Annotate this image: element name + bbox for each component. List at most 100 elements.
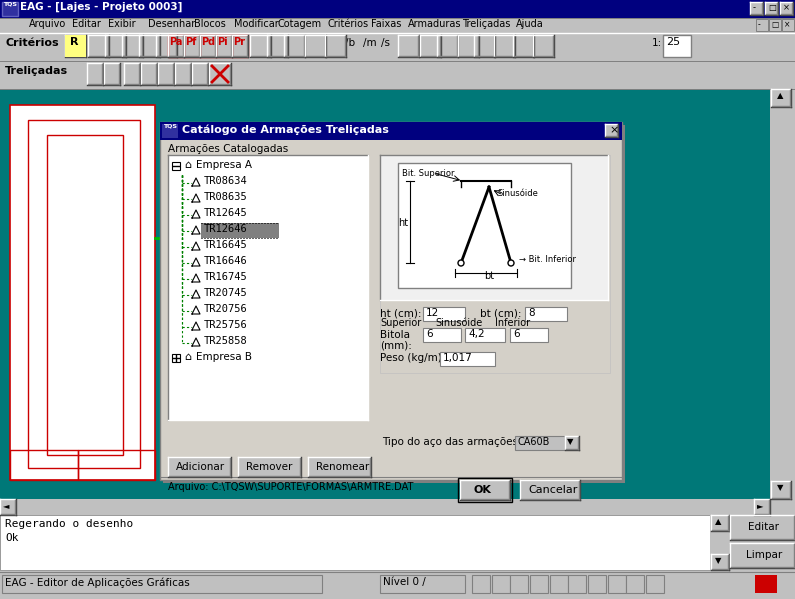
Bar bbox=[474, 35, 495, 57]
Text: Exibir: Exibir bbox=[108, 19, 136, 29]
Bar bbox=[710, 515, 730, 570]
Text: Superior: Superior bbox=[380, 318, 421, 328]
Text: Ajuda: Ajuda bbox=[516, 19, 544, 29]
Bar bbox=[104, 63, 120, 85]
Text: EAG - [Lajes - Projeto 0003]: EAG - [Lajes - Projeto 0003] bbox=[20, 2, 182, 12]
Text: /b: /b bbox=[345, 38, 355, 48]
Text: Bitola: Bitola bbox=[380, 330, 410, 340]
Bar bbox=[284, 35, 305, 57]
Text: Limpar: Limpar bbox=[746, 550, 782, 560]
Text: Treliçadas: Treliçadas bbox=[462, 19, 510, 29]
Text: R: R bbox=[70, 37, 79, 47]
Bar bbox=[711, 515, 729, 531]
Text: Empresa B: Empresa B bbox=[196, 352, 252, 362]
Text: TQS: TQS bbox=[163, 124, 177, 129]
Bar bbox=[0, 499, 770, 515]
Bar bbox=[750, 2, 763, 15]
Bar bbox=[325, 35, 346, 57]
Text: /m: /m bbox=[363, 38, 377, 48]
Polygon shape bbox=[192, 210, 200, 218]
Bar bbox=[250, 35, 271, 57]
Text: Desenhar: Desenhar bbox=[148, 19, 196, 29]
Polygon shape bbox=[192, 242, 200, 250]
Text: Remover: Remover bbox=[246, 462, 293, 472]
Text: -: - bbox=[753, 3, 756, 12]
Text: ×: × bbox=[783, 3, 790, 12]
Text: 1:: 1: bbox=[652, 38, 662, 48]
Bar bbox=[440, 352, 495, 366]
Bar bbox=[2, 575, 322, 593]
Text: 12: 12 bbox=[426, 308, 440, 318]
Bar bbox=[765, 2, 778, 15]
Bar bbox=[124, 63, 140, 85]
Bar bbox=[730, 543, 795, 568]
Text: 4,2: 4,2 bbox=[468, 329, 485, 339]
Bar bbox=[530, 575, 548, 593]
Bar bbox=[192, 63, 208, 85]
Bar bbox=[492, 575, 510, 593]
Bar bbox=[0, 0, 795, 18]
Bar bbox=[216, 35, 232, 57]
Bar bbox=[423, 328, 461, 342]
Bar bbox=[380, 575, 465, 593]
Text: Pa: Pa bbox=[169, 37, 182, 47]
Bar bbox=[782, 19, 794, 31]
Polygon shape bbox=[192, 258, 200, 266]
Bar bbox=[168, 457, 231, 477]
Bar bbox=[168, 35, 184, 57]
Polygon shape bbox=[192, 194, 200, 202]
Bar bbox=[10, 105, 155, 480]
Bar bbox=[308, 457, 371, 477]
Bar bbox=[216, 35, 232, 57]
Bar bbox=[769, 19, 781, 31]
Text: Editar: Editar bbox=[748, 522, 779, 532]
Text: Pi: Pi bbox=[217, 37, 227, 47]
Bar bbox=[770, 89, 795, 499]
Text: TR16646: TR16646 bbox=[204, 256, 248, 266]
Bar bbox=[10, 105, 155, 480]
Text: ▼: ▼ bbox=[715, 556, 722, 565]
Text: TR08634: TR08634 bbox=[204, 176, 248, 186]
Bar bbox=[172, 354, 180, 362]
Text: Regerando o desenho: Regerando o desenho bbox=[5, 519, 134, 529]
Text: Critérios: Critérios bbox=[328, 19, 369, 29]
Polygon shape bbox=[192, 178, 200, 186]
Text: 8: 8 bbox=[528, 308, 534, 318]
Bar bbox=[175, 63, 191, 85]
Text: ×: × bbox=[609, 125, 619, 135]
Bar bbox=[0, 572, 795, 599]
Bar bbox=[420, 35, 441, 57]
Text: /s: /s bbox=[381, 38, 390, 48]
Text: 1,017: 1,017 bbox=[443, 353, 473, 363]
Text: Arquivo: Arquivo bbox=[29, 19, 66, 29]
Text: ht (cm):: ht (cm): bbox=[380, 308, 421, 318]
Text: CA60B: CA60B bbox=[518, 437, 550, 447]
Bar bbox=[201, 223, 279, 238]
Text: Arquivo: C:\TQSW\SUPORTE\FORMAS\ARMTRE.DAT: Arquivo: C:\TQSW\SUPORTE\FORMAS\ARMTRE.D… bbox=[168, 482, 413, 492]
Bar bbox=[605, 124, 618, 137]
Bar bbox=[105, 35, 126, 57]
Text: Armações Catalogadas: Armações Catalogadas bbox=[168, 144, 289, 154]
Text: ⌂: ⌂ bbox=[184, 160, 191, 170]
Bar bbox=[200, 35, 216, 57]
Bar bbox=[0, 89, 770, 499]
Text: TR20745: TR20745 bbox=[204, 288, 248, 298]
Text: ◄: ◄ bbox=[3, 501, 10, 510]
Bar bbox=[87, 63, 103, 85]
Text: ►: ► bbox=[757, 501, 763, 510]
Bar bbox=[588, 575, 606, 593]
Bar bbox=[141, 63, 157, 85]
Text: TR25858: TR25858 bbox=[204, 336, 248, 346]
Text: 6: 6 bbox=[426, 329, 432, 339]
Text: Ok: Ok bbox=[5, 533, 18, 543]
Text: Inferior: Inferior bbox=[495, 318, 530, 328]
Bar bbox=[520, 480, 580, 500]
Polygon shape bbox=[192, 338, 200, 346]
Text: ▲: ▲ bbox=[777, 91, 784, 100]
Text: TR25756: TR25756 bbox=[204, 320, 248, 330]
Bar bbox=[160, 122, 622, 140]
Bar bbox=[568, 575, 586, 593]
Bar bbox=[663, 35, 691, 57]
Bar bbox=[398, 163, 571, 288]
Text: Treliçadas: Treliçadas bbox=[5, 66, 68, 76]
